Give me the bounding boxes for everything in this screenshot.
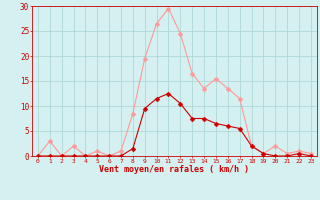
X-axis label: Vent moyen/en rafales ( km/h ): Vent moyen/en rafales ( km/h ) xyxy=(100,165,249,174)
